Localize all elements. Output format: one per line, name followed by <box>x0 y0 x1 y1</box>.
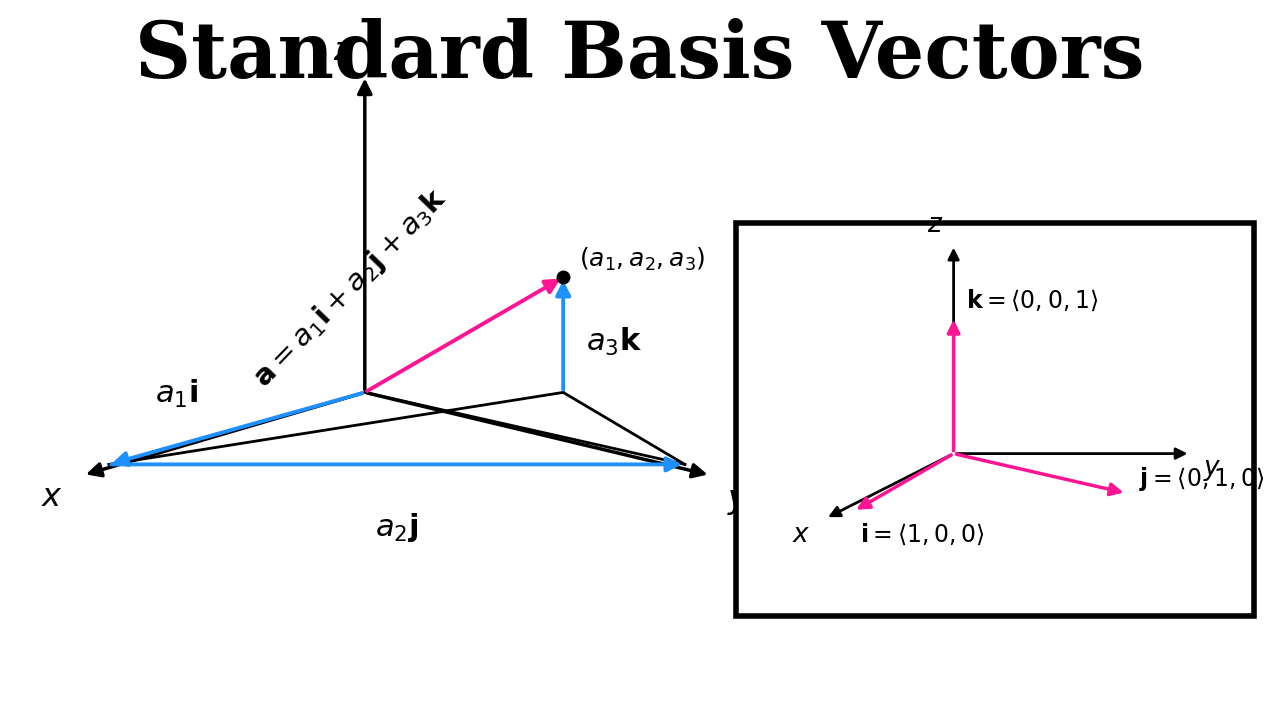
Text: $z$: $z$ <box>333 36 352 67</box>
FancyBboxPatch shape <box>736 223 1254 616</box>
Text: $x$: $x$ <box>792 522 810 548</box>
Text: $x$: $x$ <box>41 482 63 513</box>
Text: $a_1\mathbf{i}$: $a_1\mathbf{i}$ <box>155 378 198 410</box>
Text: Standard Basis Vectors: Standard Basis Vectors <box>136 18 1144 94</box>
Text: $\mathbf{a} = a_1\mathbf{i} + a_2\mathbf{j} + a_3\mathbf{k}$: $\mathbf{a} = a_1\mathbf{i} + a_2\mathbf… <box>247 182 453 394</box>
Text: $\mathbf{i} = \langle 1, 0, 0\rangle$: $\mathbf{i} = \langle 1, 0, 0\rangle$ <box>860 522 984 547</box>
Text: $\mathbf{k} = \langle 0, 0, 1\rangle$: $\mathbf{k} = \langle 0, 0, 1\rangle$ <box>966 288 1098 313</box>
Text: $y$: $y$ <box>1203 457 1222 483</box>
Text: $a_3\mathbf{k}$: $a_3\mathbf{k}$ <box>586 326 643 358</box>
Text: $(a_1, a_2, a_3)$: $(a_1, a_2, a_3)$ <box>579 246 705 273</box>
Text: $\mathbf{j} = \langle 0, 1, 0\rangle$: $\mathbf{j} = \langle 0, 1, 0\rangle$ <box>1139 465 1265 492</box>
Text: $a_2\mathbf{j}$: $a_2\mathbf{j}$ <box>375 511 419 544</box>
Text: $y$: $y$ <box>727 486 749 517</box>
Text: $z$: $z$ <box>927 212 943 238</box>
